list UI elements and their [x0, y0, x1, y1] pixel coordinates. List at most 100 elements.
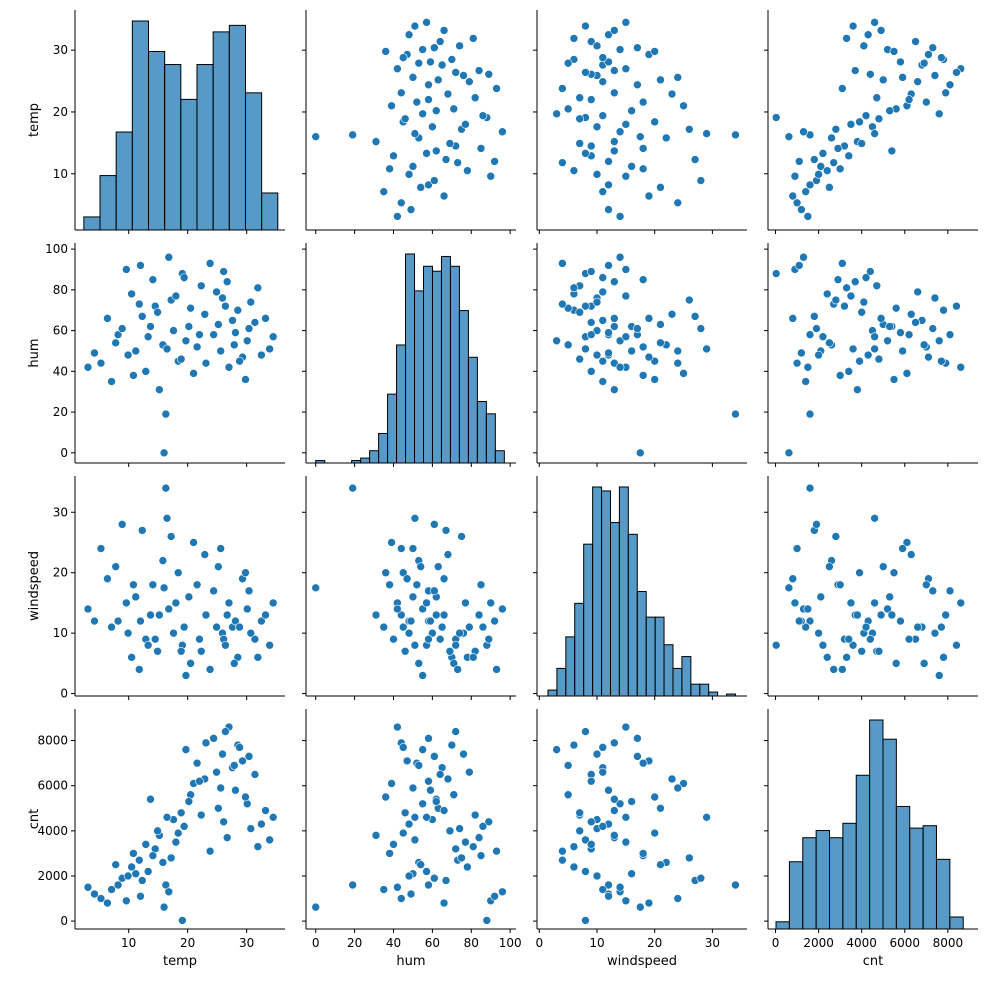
scatter-point	[638, 275, 648, 284]
scatter-point	[129, 849, 138, 858]
scatter-point	[396, 894, 406, 903]
scatter-point	[887, 610, 897, 620]
scatter-point	[430, 43, 439, 52]
scatter-point	[393, 64, 402, 74]
hist-bar	[485, 413, 496, 464]
scatter-point	[196, 810, 206, 820]
scatter-point	[241, 792, 250, 802]
scatter-point	[435, 770, 445, 779]
scatter-point	[468, 653, 478, 662]
scatter-point	[690, 312, 700, 321]
hist-bar	[654, 616, 665, 697]
scatter-point	[825, 338, 834, 348]
scatter-point	[598, 273, 608, 282]
scatter-point	[558, 846, 567, 856]
scatter-point	[790, 598, 800, 608]
scatter-point	[127, 653, 136, 662]
scatter-point	[731, 880, 740, 890]
scatter-point	[784, 132, 794, 141]
scatter-point	[887, 146, 897, 156]
hist-bar	[601, 490, 611, 697]
scatter-point	[123, 871, 133, 881]
scatter-point	[451, 640, 461, 650]
scatter-point	[794, 261, 804, 270]
scatter-point	[558, 299, 567, 309]
scatter-point	[621, 64, 631, 74]
scatter-point	[586, 37, 596, 46]
x-tick-label: 0	[312, 936, 320, 950]
scatter-point	[592, 350, 602, 360]
scatter-point	[891, 303, 901, 313]
scatter-point	[586, 318, 596, 327]
scatter-point	[558, 259, 567, 268]
scatter-point	[563, 58, 573, 68]
scatter-point	[771, 113, 781, 122]
scatter-point	[404, 30, 414, 40]
scatter-point	[261, 314, 270, 323]
scatter-point	[952, 301, 961, 311]
scatter-point	[189, 369, 198, 378]
scatter-point	[801, 622, 810, 632]
scatter-point	[911, 37, 920, 46]
scatter-point	[396, 88, 406, 98]
scatter-point	[416, 860, 426, 869]
scatter-point	[814, 170, 823, 179]
scatter-point	[173, 568, 183, 578]
scatter-point	[805, 409, 815, 419]
scatter-point	[181, 336, 191, 346]
scatter-point	[924, 50, 933, 59]
scatter-point	[913, 622, 922, 632]
x-tick-label: 2000	[803, 936, 834, 950]
scatter-point	[581, 68, 590, 77]
scatter-point	[381, 568, 391, 578]
scatter-point	[696, 324, 706, 333]
hist-bar	[431, 270, 442, 464]
scatter-point	[874, 354, 884, 364]
scatter-point	[575, 307, 584, 317]
scatter-point	[825, 562, 834, 571]
scatter-point	[169, 628, 178, 638]
scatter-point	[402, 574, 412, 584]
scatter-point	[396, 198, 406, 208]
hist-bar	[610, 521, 620, 697]
scatter-point	[656, 338, 665, 348]
scatter-point	[876, 314, 886, 323]
scatter-point	[400, 646, 410, 656]
scatter-point	[586, 95, 596, 104]
scatter-point	[463, 862, 472, 872]
scatter-point	[136, 616, 145, 626]
scatter-point	[621, 722, 631, 732]
scatter-point	[610, 314, 619, 323]
scatter-point	[218, 293, 227, 303]
scatter-point	[162, 813, 172, 822]
scatter-point	[348, 880, 357, 890]
scatter-point	[437, 622, 447, 632]
scatter-point	[621, 18, 631, 27]
scatter-point	[422, 149, 431, 158]
scatter-point	[398, 622, 408, 632]
scatter-point	[393, 882, 402, 892]
scatter-point	[598, 111, 608, 120]
scatter-point	[134, 665, 144, 674]
scatter-point	[463, 166, 472, 175]
scatter-point	[418, 604, 427, 614]
scatter-point	[644, 898, 654, 908]
scatter-point	[216, 346, 226, 356]
scatter-point	[222, 277, 232, 287]
x-tick-label: 100	[499, 936, 522, 950]
scatter-point	[179, 622, 189, 632]
scatter-point	[885, 322, 894, 331]
hist-bar	[148, 50, 166, 231]
scatter-point	[265, 640, 274, 650]
hist-bar	[636, 591, 647, 697]
scatter-point	[810, 155, 819, 164]
scatter-point	[424, 80, 433, 90]
scatter-point	[615, 362, 625, 372]
y-axis-label: cnt	[27, 809, 42, 829]
scatter-point	[453, 158, 462, 167]
scatter-point	[192, 758, 202, 768]
scatter-point	[214, 320, 223, 329]
scatter-point	[268, 598, 278, 608]
scatter-point	[498, 127, 507, 137]
scatter-point	[412, 97, 422, 107]
